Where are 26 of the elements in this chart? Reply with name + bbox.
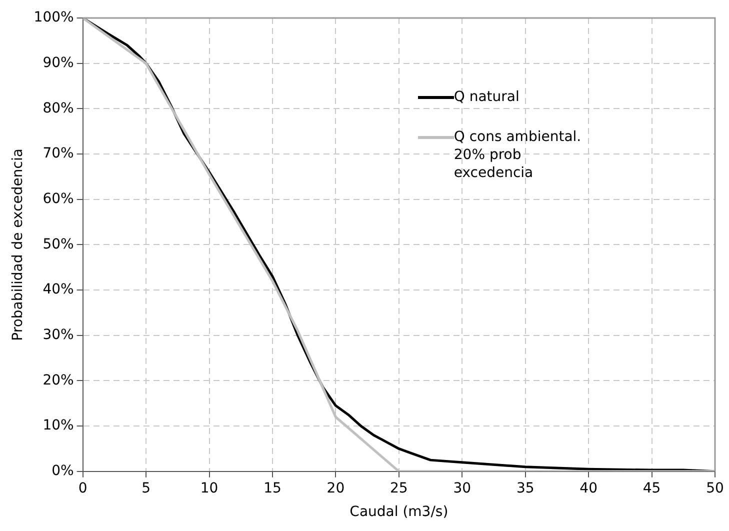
y-tick-label: 80% bbox=[42, 100, 74, 116]
y-tick-label: 60% bbox=[42, 191, 74, 207]
y-tick-label: 90% bbox=[42, 54, 74, 71]
legend-label: Q natural bbox=[454, 88, 520, 106]
x-tick-label: 45 bbox=[642, 480, 661, 496]
x-tick-label: 0 bbox=[78, 480, 88, 496]
x-axis-title: Caudal (m3/s) bbox=[350, 504, 448, 520]
x-tick-label: 15 bbox=[264, 480, 282, 496]
y-tick-label: 50% bbox=[42, 236, 74, 252]
x-tick-label: 5 bbox=[142, 480, 151, 496]
y-tick-label: 30% bbox=[42, 327, 74, 344]
y-tick-label: 100% bbox=[34, 10, 74, 26]
x-tick-label: 10 bbox=[200, 480, 218, 496]
legend-label: Q cons ambiental. 20% prob excedencia bbox=[454, 128, 582, 182]
x-tick-label: 30 bbox=[453, 480, 472, 496]
x-tick-label: 35 bbox=[516, 480, 534, 496]
y-tick-label: 40% bbox=[42, 282, 74, 298]
y-tick-label: 20% bbox=[42, 372, 74, 388]
y-axis-title: Probabilidad de excedencia bbox=[10, 148, 26, 341]
y-tick-label: 0% bbox=[52, 463, 74, 480]
x-tick-label: 40 bbox=[580, 480, 598, 496]
x-tick-label: 25 bbox=[390, 480, 408, 496]
y-tick-label: 10% bbox=[42, 418, 74, 434]
x-tick-label: 50 bbox=[706, 480, 724, 496]
x-tick-label: 20 bbox=[326, 480, 345, 496]
y-tick-label: 70% bbox=[42, 146, 74, 162]
